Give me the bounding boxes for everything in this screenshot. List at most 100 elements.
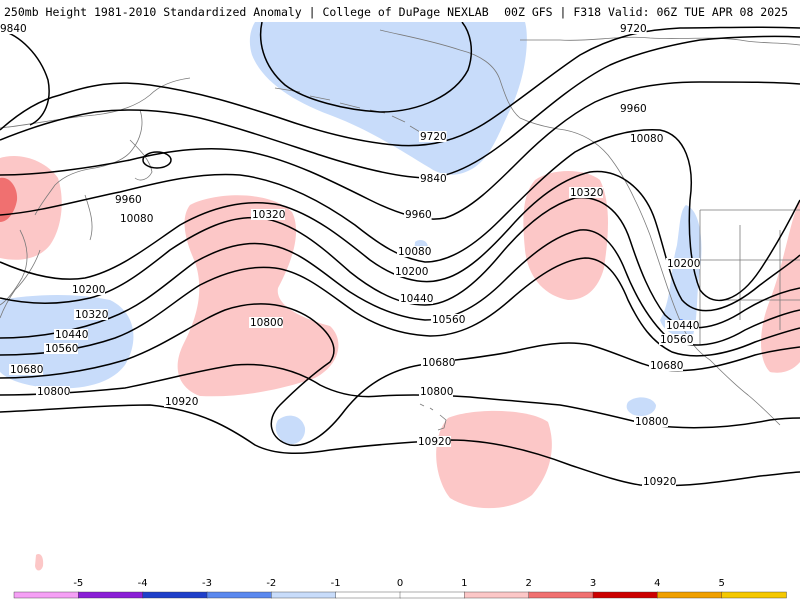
color-scale-bar: -5 -4 -3 -2 -1 0 1 2 3 4 5	[13, 578, 787, 599]
contour-label: 10920	[643, 476, 676, 488]
contour-10200	[0, 170, 800, 312]
scale-tick-label: 3	[590, 578, 596, 589]
scale-tick-label: 5	[718, 578, 724, 589]
contour-label-bg	[36, 386, 70, 397]
contour-9720	[0, 26, 800, 147]
scale-tick-label: 2	[525, 578, 531, 589]
contour-label-bg	[419, 386, 453, 397]
contour-label: 10800	[37, 386, 70, 398]
contour-label-bg	[666, 258, 700, 269]
coast-hawaii	[419, 403, 447, 431]
contour-label-bg	[419, 131, 447, 142]
contour-label: 10200	[667, 258, 700, 270]
scale-swatch	[78, 591, 144, 599]
contour-label: 10200	[72, 284, 105, 296]
contour-label: 10320	[570, 187, 603, 199]
negative-anomaly-small-2	[626, 397, 656, 416]
scale-swatch	[528, 591, 594, 599]
coastlines	[0, 29, 800, 431]
contour-label: 10080	[398, 246, 431, 258]
contour-label: 10080	[120, 213, 153, 225]
contour-label: 9960	[115, 194, 142, 206]
contour-label: 9840	[420, 173, 447, 185]
contour-label: 10200	[395, 266, 428, 278]
negative-anomaly-california	[660, 205, 702, 337]
scale-tick-label: 1	[461, 578, 467, 589]
height-anomaly-map: 9840 9720 9720 9840 9960 10080 9960 10080 10320 9…	[0, 22, 800, 575]
contour-label: 10800	[420, 386, 453, 398]
positive-anomaly-small	[35, 554, 44, 571]
positive-anomaly-east	[761, 200, 800, 373]
scale-swatch	[206, 591, 273, 599]
contour-label: 10560	[660, 334, 693, 346]
scale-tick-label: 0	[397, 578, 403, 589]
scale-tick-label: -4	[138, 578, 148, 589]
negative-anomaly-central-small	[275, 415, 306, 445]
contour-label: 10680	[10, 364, 43, 376]
contour-label-bg	[0, 23, 27, 34]
contour-label-bg	[394, 266, 428, 277]
contour-label-bg	[659, 334, 693, 345]
contour-label-bg	[71, 284, 105, 295]
contour-label: 9840	[0, 23, 27, 35]
contour-label: 10800	[635, 416, 668, 428]
contour-labels: 9840 9720 9720 9840 9960 10080 9960 10080 10320 9…	[0, 23, 700, 488]
contour-label: 10560	[432, 314, 465, 326]
contour-label-bg	[629, 133, 663, 144]
scale-tick-label: -2	[266, 578, 276, 589]
coast-north	[520, 36, 800, 46]
scale-tick-label: -1	[331, 578, 341, 589]
positive-anomaly-japan	[0, 156, 62, 260]
contour-label: 10920	[165, 396, 198, 408]
map-header: 250mb Height 1981-2010 Standardized Anom…	[0, 0, 800, 22]
contour-label: 9960	[405, 209, 432, 221]
contour-10320	[0, 196, 800, 329]
contour-label-bg	[397, 246, 431, 257]
scale-tick-label: -3	[202, 578, 212, 589]
scale-swatch	[721, 591, 787, 599]
contour-label-bg	[634, 416, 668, 427]
contour-label-bg	[74, 309, 108, 320]
scale-swatch	[271, 591, 337, 599]
contour-label: 9720	[420, 131, 447, 143]
contour-label: 10680	[422, 357, 455, 369]
scale-swatch	[464, 591, 530, 599]
scale-tick-label: 4	[654, 578, 660, 589]
scale-swatch	[657, 591, 723, 599]
model-run-info: 00Z GFS | F318 Valid: 06Z TUE APR 08 202…	[504, 5, 788, 19]
positive-anomaly-northeast-pacific	[523, 171, 608, 300]
contour-label-bg	[404, 209, 432, 220]
scale-swatch	[335, 591, 401, 599]
contour-label-bg	[419, 173, 447, 184]
scale-swatch	[13, 591, 80, 599]
contour-label-bg	[431, 314, 465, 325]
contour-label: 9720	[620, 23, 647, 35]
state-borders	[699, 209, 800, 345]
contour-label-bg	[619, 103, 647, 114]
contour-label: 10080	[630, 133, 663, 145]
scale-swatch	[142, 591, 208, 599]
contour-9960	[0, 81, 800, 220]
contour-closed-low	[142, 151, 172, 169]
contour-10560	[0, 257, 800, 357]
contour-label: 10680	[650, 360, 683, 372]
contour-label-bg	[619, 23, 647, 34]
contour-label-bg	[119, 213, 153, 224]
positive-anomaly-hawaii	[436, 410, 552, 509]
coast-alaska	[379, 29, 651, 236]
positive-anomaly-japan-core	[0, 177, 18, 222]
contour-label-bg	[642, 476, 676, 487]
contour-label: 9960	[620, 103, 647, 115]
contour-9720-low	[259, 22, 473, 113]
contour-label-bg	[251, 209, 285, 220]
contour-label: 10440	[55, 329, 88, 341]
contour-label: 10800	[250, 317, 283, 329]
contour-label: 10320	[75, 309, 108, 321]
contour-label-bg	[421, 357, 455, 368]
contour-label: 10440	[400, 293, 433, 305]
contour-label: 10320	[252, 209, 285, 221]
contour-label-bg	[399, 293, 433, 304]
contour-label-bg	[9, 364, 43, 375]
contour-label-bg	[665, 320, 699, 331]
contour-label-bg	[114, 194, 142, 205]
